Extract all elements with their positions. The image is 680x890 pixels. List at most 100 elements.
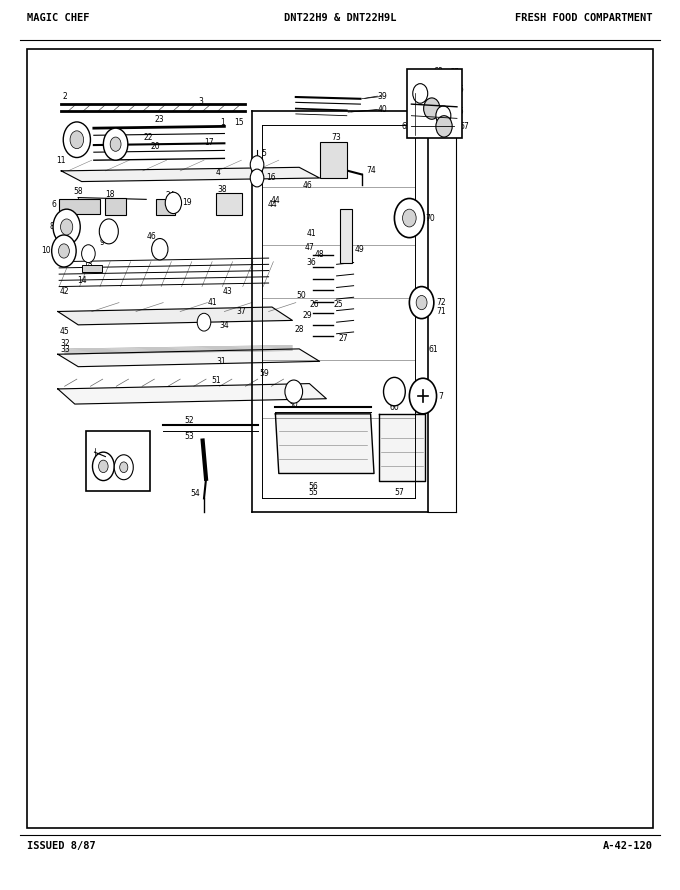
Circle shape bbox=[250, 156, 264, 174]
Text: MAGIC CHEF: MAGIC CHEF bbox=[27, 13, 90, 23]
Text: 67: 67 bbox=[449, 69, 459, 77]
Text: 18: 18 bbox=[105, 190, 115, 198]
Text: 71: 71 bbox=[436, 307, 445, 316]
Text: 4: 4 bbox=[215, 168, 220, 177]
Circle shape bbox=[61, 219, 73, 235]
Text: 52: 52 bbox=[184, 416, 194, 425]
Bar bbox=[59, 199, 100, 214]
Text: 30: 30 bbox=[289, 400, 299, 409]
Circle shape bbox=[165, 192, 182, 214]
Circle shape bbox=[250, 169, 264, 187]
Text: 17: 17 bbox=[205, 138, 214, 147]
Bar bbox=[320, 142, 347, 178]
Text: 39: 39 bbox=[377, 92, 387, 101]
Text: 2: 2 bbox=[63, 92, 67, 101]
Circle shape bbox=[152, 239, 168, 260]
Text: 66: 66 bbox=[454, 85, 464, 93]
Text: 8: 8 bbox=[50, 222, 54, 231]
Text: 37: 37 bbox=[237, 307, 246, 316]
Text: 35: 35 bbox=[199, 316, 209, 325]
Circle shape bbox=[384, 377, 405, 406]
Polygon shape bbox=[58, 307, 292, 325]
Text: 70: 70 bbox=[426, 214, 435, 222]
Circle shape bbox=[99, 219, 118, 244]
Text: 13: 13 bbox=[84, 260, 93, 269]
Text: 63: 63 bbox=[119, 478, 129, 487]
Text: ISSUED 8/87: ISSUED 8/87 bbox=[27, 841, 96, 851]
Text: 36: 36 bbox=[307, 258, 316, 267]
Text: 45: 45 bbox=[60, 327, 69, 336]
Bar bbox=[407, 69, 462, 138]
Circle shape bbox=[285, 380, 303, 403]
Bar bbox=[340, 209, 352, 263]
Text: 51: 51 bbox=[211, 376, 221, 385]
Text: 7: 7 bbox=[438, 392, 443, 401]
Circle shape bbox=[403, 209, 416, 227]
Text: 24: 24 bbox=[165, 191, 175, 200]
Circle shape bbox=[409, 287, 434, 319]
Circle shape bbox=[197, 313, 211, 331]
Circle shape bbox=[99, 460, 108, 473]
Circle shape bbox=[436, 116, 452, 137]
Circle shape bbox=[114, 455, 133, 480]
Text: 49: 49 bbox=[355, 245, 364, 254]
Text: 32: 32 bbox=[61, 339, 70, 348]
Text: 74: 74 bbox=[366, 166, 375, 175]
Text: 23: 23 bbox=[155, 115, 165, 124]
Text: 46: 46 bbox=[303, 181, 312, 190]
Text: 43: 43 bbox=[223, 287, 233, 295]
Text: 16: 16 bbox=[267, 174, 276, 182]
Text: 67: 67 bbox=[459, 122, 469, 131]
Text: 5: 5 bbox=[261, 149, 266, 158]
Text: 58: 58 bbox=[73, 187, 83, 196]
Text: 41: 41 bbox=[207, 298, 217, 307]
Circle shape bbox=[436, 106, 451, 125]
Text: 53: 53 bbox=[184, 432, 194, 441]
Bar bbox=[105, 198, 126, 215]
Text: 57: 57 bbox=[394, 488, 404, 497]
Circle shape bbox=[52, 235, 76, 267]
Text: 54: 54 bbox=[191, 490, 201, 498]
Circle shape bbox=[424, 98, 440, 119]
Circle shape bbox=[110, 137, 121, 151]
Text: 31: 31 bbox=[216, 357, 226, 366]
Circle shape bbox=[103, 128, 128, 160]
Text: 28: 28 bbox=[294, 325, 304, 334]
Text: 14: 14 bbox=[77, 276, 86, 285]
Polygon shape bbox=[58, 349, 320, 367]
Circle shape bbox=[409, 378, 437, 414]
Text: 11: 11 bbox=[56, 156, 66, 165]
Text: 19: 19 bbox=[182, 198, 192, 207]
Text: 38: 38 bbox=[218, 185, 227, 194]
Circle shape bbox=[92, 452, 114, 481]
Text: 68: 68 bbox=[433, 67, 443, 76]
Text: 56: 56 bbox=[308, 482, 318, 491]
Text: 27: 27 bbox=[339, 334, 348, 343]
Text: 46: 46 bbox=[147, 232, 156, 241]
Text: 20: 20 bbox=[150, 142, 160, 151]
Bar bbox=[156, 199, 175, 215]
Text: 29: 29 bbox=[303, 312, 312, 320]
Text: 50: 50 bbox=[296, 291, 306, 300]
Bar bbox=[27, 49, 653, 828]
Text: 21: 21 bbox=[112, 141, 120, 146]
Text: 1: 1 bbox=[221, 118, 225, 127]
Circle shape bbox=[70, 131, 84, 149]
Text: 65: 65 bbox=[454, 107, 464, 116]
Text: 72: 72 bbox=[436, 298, 445, 307]
Text: 34: 34 bbox=[220, 321, 229, 330]
Polygon shape bbox=[275, 414, 374, 473]
Text: 73: 73 bbox=[332, 134, 341, 142]
Text: 15: 15 bbox=[235, 118, 244, 127]
Circle shape bbox=[63, 122, 90, 158]
Text: 3: 3 bbox=[198, 97, 203, 106]
Text: 6: 6 bbox=[52, 200, 56, 209]
Text: 64: 64 bbox=[94, 442, 103, 451]
Text: 55: 55 bbox=[308, 488, 318, 497]
Text: 59: 59 bbox=[259, 369, 269, 378]
Circle shape bbox=[413, 84, 428, 103]
Circle shape bbox=[53, 209, 80, 245]
Text: 12: 12 bbox=[73, 136, 81, 142]
Polygon shape bbox=[379, 414, 425, 481]
Text: 44: 44 bbox=[271, 196, 280, 205]
